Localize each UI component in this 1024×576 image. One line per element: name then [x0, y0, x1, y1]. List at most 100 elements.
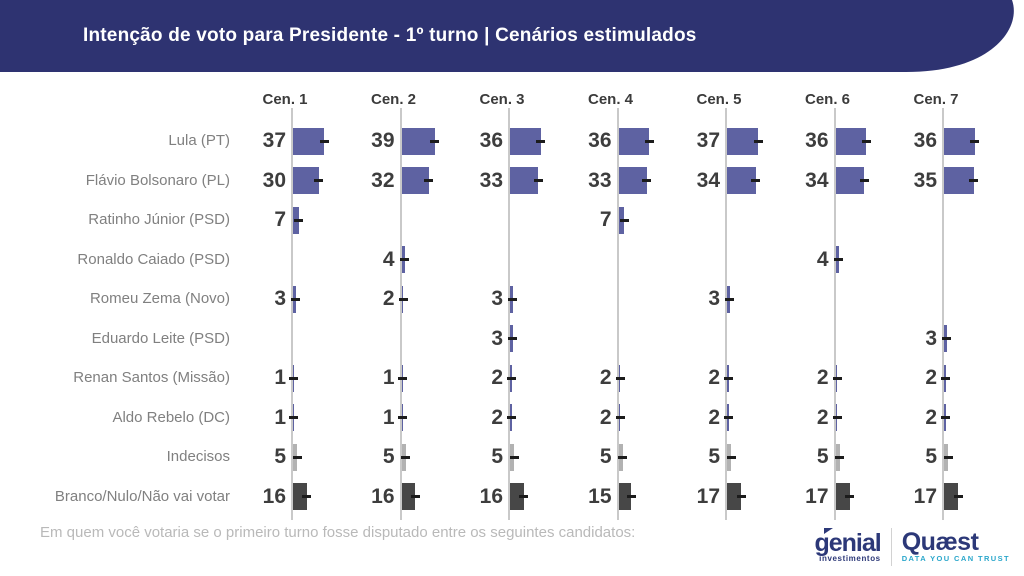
whisker: [953, 495, 963, 499]
whisker: [401, 455, 411, 459]
value-label: 37: [696, 129, 720, 152]
value-label: 34: [696, 168, 720, 192]
whisker: [970, 139, 980, 143]
bar: [293, 483, 307, 511]
value-label: 5: [491, 445, 503, 469]
candidate-label: Ronaldo Caiado (PSD): [77, 250, 230, 268]
bar: [727, 127, 759, 155]
value-label: 2: [382, 287, 395, 311]
bar: [618, 127, 650, 155]
bar: [835, 167, 865, 195]
whisker: [832, 416, 842, 420]
value-label: 17: [696, 484, 720, 508]
whisker: [943, 455, 953, 459]
bar: [618, 483, 632, 511]
bar: [835, 483, 850, 511]
value-label: 3: [708, 287, 720, 311]
value-label: 5: [708, 445, 720, 469]
whisker: [835, 455, 845, 459]
candidate-label: Romeu Zema (Novo): [89, 290, 230, 308]
axis-line: [508, 108, 510, 520]
whisker: [615, 416, 625, 420]
whisker: [507, 416, 517, 420]
whisker: [424, 179, 434, 183]
header-banner: Intenção de voto para Presidente - 1º tu…: [0, 0, 1024, 74]
value-label: 33: [588, 168, 612, 192]
whisker: [834, 258, 844, 262]
whisker: [726, 455, 736, 459]
axis-line: [942, 108, 944, 520]
whisker: [941, 376, 951, 380]
bar: [944, 127, 975, 155]
value-label: 3: [491, 326, 503, 350]
value-label: 5: [599, 445, 612, 469]
genial-flag-icon: [824, 527, 834, 534]
whisker: [397, 416, 407, 420]
bar: [835, 127, 867, 155]
value-label: 17: [805, 484, 829, 508]
value-label: 36: [913, 129, 937, 152]
candidate-label: Eduardo Leite (PSD): [91, 329, 230, 347]
value-label: 1: [274, 405, 286, 429]
value-label: 5: [816, 445, 829, 469]
quaest-logo-tagline: DATA YOU CAN TRUST: [901, 554, 1010, 563]
whisker: [533, 179, 543, 183]
value-label: 3: [491, 287, 503, 311]
axis-line: [291, 108, 293, 520]
candidate-label: Renan Santos (Missão): [73, 369, 230, 387]
scenario-header: Cen. 1: [262, 91, 308, 108]
value-label: 33: [479, 168, 503, 192]
value-label: 37: [262, 129, 286, 152]
whisker: [615, 376, 625, 380]
genial-logo-text: genial: [814, 528, 881, 557]
whisker: [736, 495, 746, 499]
value-label: 1: [382, 366, 395, 390]
whisker: [294, 218, 304, 222]
bar: [510, 483, 524, 511]
whisker: [941, 416, 951, 420]
whisker: [319, 139, 329, 143]
value-label: 7: [274, 208, 286, 232]
value-label: 2: [925, 366, 937, 390]
whisker: [942, 337, 952, 341]
whisker: [508, 297, 518, 301]
whisker: [861, 139, 871, 143]
value-label: 2: [708, 405, 720, 429]
bar: [727, 167, 756, 195]
value-label: 2: [708, 366, 720, 390]
value-label: 3: [274, 287, 286, 311]
value-label: 16: [262, 484, 286, 508]
whisker: [725, 297, 735, 301]
value-label: 1: [274, 366, 286, 390]
scenario-header: Cen. 6: [804, 91, 850, 108]
bar: [510, 127, 541, 155]
value-label: 36: [805, 129, 829, 152]
candidate-label: Flávio Bolsonaro (PL): [85, 171, 230, 189]
value-label: 2: [599, 405, 612, 429]
whisker: [509, 455, 519, 459]
genial-logo: genial investimentos: [814, 527, 882, 563]
value-label: 2: [816, 366, 829, 390]
quaest-logo-text: Quæst: [901, 528, 979, 556]
value-label: 34: [805, 168, 829, 192]
whisker: [859, 179, 869, 183]
scenario-header: Cen. 5: [696, 91, 742, 108]
value-label: 36: [588, 129, 612, 152]
value-label: 35: [913, 168, 937, 192]
whisker: [289, 416, 299, 420]
bar: [727, 483, 742, 511]
value-label: 5: [925, 445, 937, 469]
whisker: [724, 376, 734, 380]
quaest-logo: Quæst DATA YOU CAN TRUST: [901, 528, 1010, 564]
value-label: 36: [479, 129, 503, 152]
whisker: [397, 376, 407, 380]
whisker: [753, 139, 763, 143]
value-label: 3: [925, 326, 937, 350]
value-label: 4: [816, 247, 829, 271]
whisker: [508, 337, 518, 341]
whisker: [292, 455, 302, 459]
logo-divider: [890, 528, 892, 566]
value-label: 39: [371, 129, 395, 152]
axis-line: [725, 108, 727, 520]
